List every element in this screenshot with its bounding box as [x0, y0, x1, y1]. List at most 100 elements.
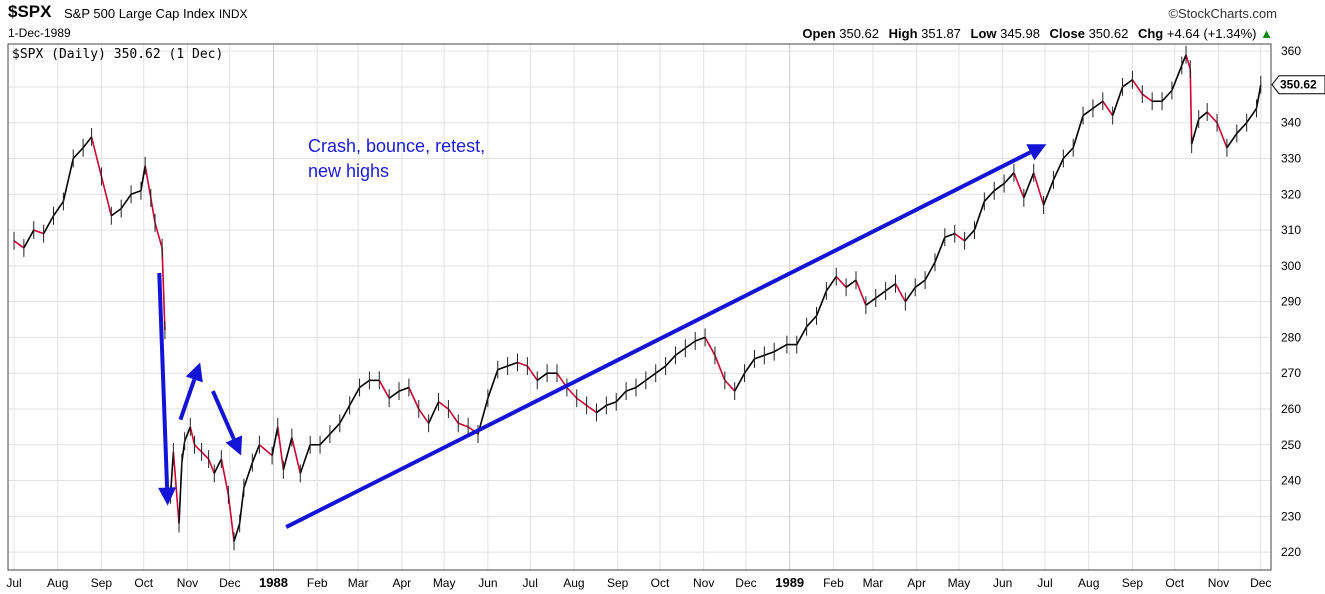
x-tick-label: 1989 [775, 575, 804, 590]
price-segment [536, 372, 548, 382]
price-segment [271, 426, 279, 456]
price-segment [924, 261, 936, 281]
price-segment [227, 494, 235, 542]
price-segment [487, 369, 499, 399]
price-segment [220, 458, 230, 496]
price-segment [566, 386, 578, 399]
price-segment [1013, 172, 1025, 199]
price-segment [1236, 122, 1248, 134]
price-segment [1246, 107, 1258, 124]
x-tick-label: Dec [735, 576, 756, 590]
annotation-arrowhead [225, 435, 243, 456]
price-segment [655, 365, 667, 374]
price-segment [447, 408, 459, 424]
price-segment [1052, 158, 1065, 181]
price-segment [1092, 100, 1104, 110]
price-segment [23, 229, 35, 249]
price-segment [178, 462, 183, 524]
close-value: 350.62 [1088, 26, 1129, 41]
price-segment [1189, 69, 1193, 145]
price-segment [1190, 118, 1200, 145]
y-tick-label: 340 [1281, 116, 1301, 130]
open-label: Open [802, 26, 836, 41]
price-segment [183, 426, 192, 442]
grid-lines [8, 44, 1271, 570]
price-segment [1032, 172, 1045, 206]
annotation-arrow [178, 378, 197, 421]
y-tick-label: 320 [1281, 187, 1301, 201]
price-segment [733, 372, 746, 392]
price-segment [1216, 122, 1228, 149]
price-segment [299, 444, 311, 474]
price-segment [835, 276, 847, 288]
price-segment [645, 372, 657, 382]
price-segment [100, 176, 113, 216]
chart-header: $SPX S&P 500 Large Cap Index INDX 1-Dec-1… [0, 0, 1325, 44]
price-segment [973, 201, 986, 231]
ticker-symbol: $SPX [8, 2, 52, 21]
price-segment [875, 290, 887, 299]
price-segment [348, 387, 361, 406]
series-legend: $SPX (Daily) 350.62 (1 Dec) [12, 47, 223, 62]
price-segment [82, 136, 93, 149]
price-segment [517, 361, 528, 367]
price-segment [665, 354, 677, 367]
x-tick-label: Nov [177, 576, 198, 590]
price-segment [457, 422, 469, 428]
y-tick-label: 230 [1281, 509, 1301, 523]
price-segment [408, 387, 420, 410]
y-tick-label: 330 [1281, 152, 1301, 166]
x-tick-label: Aug [1078, 576, 1099, 590]
x-tick-label: Oct [651, 576, 670, 590]
price-segment [1111, 86, 1124, 116]
quote-summary: Open 350.62 High 351.87 Low 345.98 Close… [802, 26, 1273, 41]
y-tick-label: 240 [1281, 474, 1301, 488]
price-segment [378, 379, 390, 399]
price-segment [144, 165, 152, 199]
high-label: High [888, 26, 918, 41]
x-tick-label: Oct [1165, 576, 1184, 590]
price-segment [233, 523, 241, 542]
price-segment [825, 276, 837, 292]
price-segment [52, 200, 65, 217]
open-value: 350.62 [839, 26, 879, 41]
price-segment [914, 279, 926, 288]
price-segment [339, 405, 351, 424]
price-segment [150, 197, 156, 224]
y-tick-label: 270 [1281, 366, 1301, 380]
y-axis: 220 230 240 250 260 270 280 290 300 310 320 330 340 3… [1281, 44, 1301, 559]
x-tick-label: Jun [993, 576, 1012, 590]
x-tick-label: Dec [1250, 576, 1271, 590]
price-segment [894, 283, 907, 303]
price-segment [954, 232, 966, 242]
price-segment [497, 365, 508, 371]
price-segment [193, 444, 203, 453]
price-segment [427, 401, 440, 424]
price-segment [606, 401, 617, 407]
annotation-arrowhead [1026, 144, 1047, 161]
x-tick-label: Nov [693, 576, 714, 590]
annotation-arrow [211, 390, 236, 440]
price-segment [806, 315, 818, 328]
price-segment [291, 437, 302, 474]
price-segment [418, 408, 430, 424]
price-segment [526, 365, 538, 381]
price-segment [1003, 172, 1015, 185]
price-segment [964, 229, 976, 242]
price-segment [1161, 89, 1173, 102]
chg-label: Chg [1137, 26, 1164, 41]
x-tick-label: Jul [1037, 576, 1052, 590]
brand-logo[interactable]: ©StockCharts.com [1168, 6, 1277, 21]
price-segment [1206, 111, 1218, 124]
price-segment [764, 350, 775, 357]
price-segment [120, 193, 132, 210]
price-segment [743, 358, 756, 374]
x-tick-label: Sep [1122, 576, 1144, 590]
index-name-text: S&P 500 Large Cap Index [64, 6, 215, 21]
price-segment [438, 401, 449, 410]
price-segment [1131, 79, 1143, 95]
price-segment [714, 355, 726, 381]
x-tick-label: Jul [523, 576, 538, 590]
x-tick-label: Aug [563, 576, 584, 590]
